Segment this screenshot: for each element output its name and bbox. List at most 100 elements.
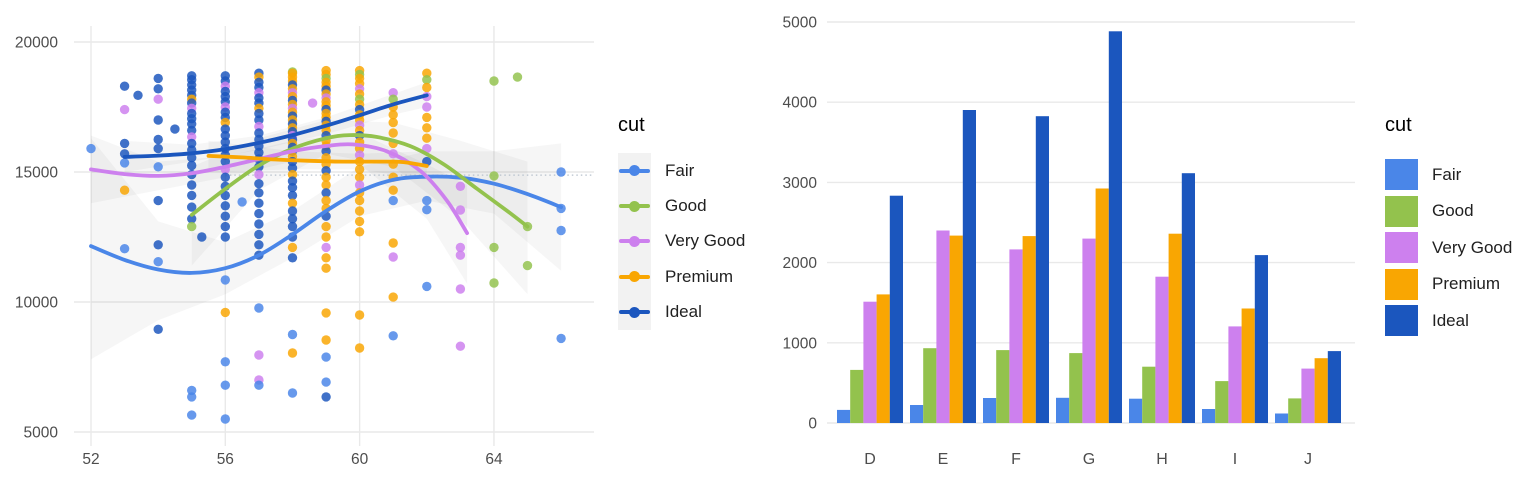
bar-legend-items: Fair Good Very Good Premium Ideal — [1385, 159, 1512, 336]
confidence-band-very-good — [91, 133, 468, 284]
scatter-point-very-good — [153, 94, 163, 104]
scatter-point-ideal — [220, 130, 230, 141]
scatter-point-ideal — [197, 232, 207, 242]
legend-swatch-icon — [1385, 159, 1418, 190]
x-axis-tick-label: 64 — [485, 451, 503, 468]
scatter-point-fair — [153, 257, 163, 267]
y-axis-tick-label: 5000 — [24, 425, 59, 442]
scatter-point-premium — [119, 185, 130, 195]
bar-e-good — [923, 348, 937, 423]
scatter-point-premium — [287, 198, 298, 208]
scatter-point-ideal — [187, 138, 197, 149]
scatter-point-ideal — [321, 146, 331, 156]
legend-point-icon — [629, 306, 640, 318]
scatter-point-ideal — [187, 202, 197, 212]
scatter-point-premium — [388, 117, 398, 128]
scatter-point-good — [512, 72, 523, 82]
scatter-point-premium — [354, 206, 365, 216]
scatter-point-premium — [354, 172, 365, 182]
bar-f-very-good — [1009, 249, 1023, 423]
scatter-point-premium — [321, 308, 331, 318]
scatter-point-ideal — [187, 119, 197, 129]
legend-label: Premium — [1432, 274, 1501, 293]
scatter-point-premium — [321, 263, 331, 273]
scatter-point-ideal — [187, 125, 197, 136]
scatter-point-good — [489, 242, 499, 253]
bar-j-good — [1288, 398, 1302, 423]
scatter-legend: cut Fair Good Very Good Premium Ideal — [618, 114, 745, 330]
scatter-point-fair — [287, 329, 298, 340]
legend-label: Fair — [665, 160, 695, 180]
legend-entry-very-good: Very Good — [1385, 232, 1512, 263]
scatter-point-ideal — [220, 221, 230, 232]
scatter-legend-items: Fair Good Very Good Premium Ideal — [618, 153, 745, 330]
scatter-point-ideal — [220, 190, 230, 201]
scatter-point-very-good — [119, 104, 130, 115]
scatter-point-premium — [287, 348, 298, 358]
scatter-point-fair — [321, 377, 331, 387]
scatter-point-premium — [422, 68, 432, 78]
scatter-point-ideal — [220, 201, 230, 211]
scatter-point-ideal — [254, 108, 264, 119]
bar-j-ideal — [1327, 351, 1341, 423]
legend-point-icon — [629, 235, 640, 247]
scatter-point-very-good — [455, 284, 466, 294]
scatter-point-premium — [388, 238, 398, 248]
scatter-point-ideal — [153, 143, 163, 154]
scatter-point-fair — [422, 205, 432, 215]
legend-entry-very-good: Very Good — [618, 223, 745, 260]
y-axis-tick-label: 2000 — [783, 255, 818, 272]
legend-entry-ideal: Ideal — [1385, 305, 1512, 336]
scatter-point-very-good — [422, 102, 432, 112]
bar-g-very-good — [1082, 238, 1096, 423]
smooth-line-premium — [206, 153, 429, 168]
legend-key-line-point-icon — [618, 294, 651, 330]
scatter-point-very-good — [455, 205, 466, 215]
y-axis-tick-label: 20000 — [15, 35, 58, 52]
scatter-point-fair — [388, 331, 398, 341]
scatter-plot: 52 56 60 64 5000 10000 15000 20000 — [15, 26, 594, 468]
bar-d-ideal — [889, 195, 903, 423]
bar-h-very-good — [1155, 276, 1169, 423]
scatter-point-very-good — [254, 350, 264, 360]
legend-label: Ideal — [1432, 310, 1469, 330]
scatter-point-very-good — [307, 98, 318, 108]
smooth-line-fair — [89, 174, 563, 275]
scatter-point-fair — [153, 162, 163, 172]
scatter-point-premium — [354, 343, 365, 353]
scatter-legend-title: cut — [618, 114, 645, 136]
y-axis-tick-label: 3000 — [783, 175, 818, 192]
scatter-point-ideal — [254, 240, 264, 250]
scatter-point-very-good — [455, 341, 466, 351]
scatter-point-premium — [220, 307, 230, 318]
legend-entry-premium: Premium — [1385, 268, 1512, 300]
bar-f-good — [996, 350, 1010, 423]
scatter-point-ideal — [321, 392, 331, 402]
bar-d-premium — [876, 294, 890, 423]
bar-f-ideal — [1035, 116, 1049, 423]
bar-d-very-good — [863, 301, 877, 423]
legend-label: Premium — [665, 266, 734, 286]
scatter-point-premium — [354, 164, 365, 175]
y-axis-tick-label: 15000 — [15, 165, 58, 182]
scatter-point-ideal — [220, 211, 230, 221]
scatter-point-very-good — [354, 180, 365, 190]
smooth-line-very-good — [89, 142, 469, 235]
x-axis-category-label: H — [1156, 451, 1168, 468]
bar-e-very-good — [936, 230, 950, 423]
scatter-point-premium — [422, 123, 432, 133]
legend-entry-fair: Fair — [618, 153, 745, 189]
scatter-point-good — [489, 76, 499, 86]
scatter-point-ideal — [287, 182, 298, 193]
bar-h-ideal — [1181, 173, 1195, 423]
scatter-point-ideal — [254, 115, 264, 125]
legend-key-line-point-icon — [618, 223, 651, 260]
bar-g-fair — [1056, 397, 1070, 423]
legend-entry-premium: Premium — [618, 259, 745, 295]
scatter-point-fair — [422, 281, 432, 292]
scatter-point-premium — [287, 242, 298, 253]
x-axis-category-label: E — [938, 451, 949, 468]
scatter-point-ideal — [287, 176, 298, 186]
scatter-point-premium — [422, 82, 432, 93]
